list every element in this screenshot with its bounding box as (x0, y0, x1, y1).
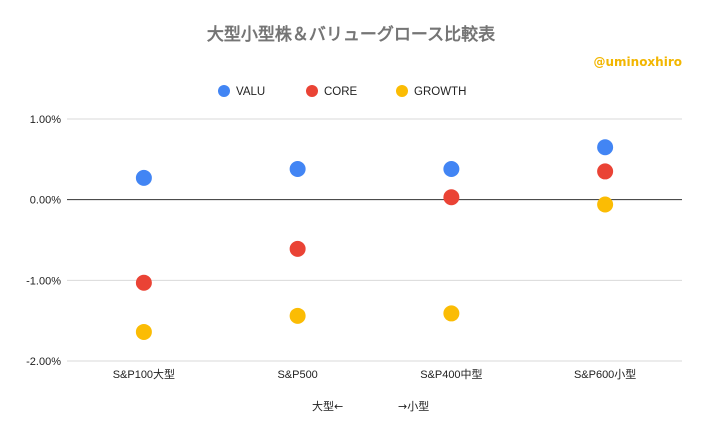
point-valu (135, 169, 152, 186)
data-points (135, 139, 614, 340)
legend-label-growth: GROWTH (414, 86, 466, 98)
point-core (289, 240, 306, 257)
x-tick-label: S&P100大型 (113, 367, 175, 381)
x-tick-label: S&P400中型 (420, 367, 482, 381)
x-axis: S&P100大型 S&P500 S&P400中型 S&P600小型 (113, 367, 637, 381)
x-tick-label: S&P600小型 (574, 367, 636, 381)
legend-marker-valu (218, 85, 230, 97)
x-tick-label: S&P500 (277, 369, 317, 381)
point-growth (597, 196, 614, 213)
chart-title: 大型小型株＆バリューグロース比較表 (207, 24, 496, 45)
credit-label: @uminoxhiro (593, 55, 682, 69)
legend: VALU CORE GROWTH (218, 85, 466, 98)
point-growth (135, 323, 152, 340)
point-valu (443, 161, 460, 178)
point-core (135, 274, 152, 291)
legend-marker-core (306, 85, 318, 97)
legend-label-core: CORE (324, 86, 358, 98)
point-valu (289, 161, 306, 178)
point-valu (597, 139, 614, 156)
point-core (597, 163, 614, 180)
point-growth (443, 305, 460, 322)
point-growth (289, 307, 306, 324)
gridlines (67, 118, 682, 362)
point-core (443, 189, 460, 206)
x-axis-label-right: →小型 (398, 399, 429, 413)
x-axis-label-left: 大型← (312, 399, 343, 413)
y-tick-label: 1.00% (30, 114, 61, 126)
y-tick-label: -2.00% (26, 356, 61, 368)
legend-label-valu: VALU (236, 86, 265, 98)
y-tick-label: -1.00% (26, 275, 61, 287)
legend-marker-growth (396, 85, 408, 97)
y-axis: 1.00% 0.00% -1.00% -2.00% (26, 114, 61, 368)
y-tick-label: 0.00% (30, 195, 61, 207)
